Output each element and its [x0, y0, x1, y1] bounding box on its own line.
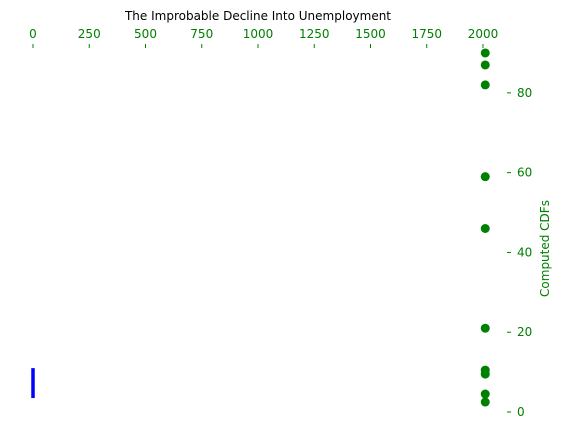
scatter-point	[480, 397, 490, 407]
y-tick-label: 0	[517, 405, 525, 419]
scatter-point	[480, 224, 490, 233]
y-tick-label: 60	[517, 166, 532, 180]
x-tick-label: 1500	[355, 27, 386, 41]
y-tick-label: 40	[517, 245, 532, 259]
scatter-point	[480, 80, 490, 90]
scatter-point	[480, 60, 490, 70]
x-tick-label: 250	[78, 27, 101, 41]
x-tick-label: 0	[29, 27, 37, 41]
x-tick-label: 1000	[243, 27, 274, 41]
scatter-point	[480, 323, 490, 333]
x-tick-label: 2000	[468, 27, 499, 41]
x-axis: 0 250 500 750 1000 1250 1500 1750 2000	[29, 27, 498, 48]
y-tick-label: 80	[517, 86, 532, 100]
chart-title: The Improbable Decline Into Unemployment	[124, 9, 391, 23]
x-tick-label: 1250	[299, 27, 330, 41]
x-tick-label: 500	[134, 27, 157, 41]
scatter-point	[480, 172, 490, 182]
scatter-point	[480, 369, 490, 379]
x-tick-label: 1750	[411, 27, 442, 41]
scatter-point	[480, 48, 490, 58]
series-layer	[31, 48, 490, 407]
y-axis-label: Computed CDFs	[538, 200, 552, 297]
x-tick-label: 750	[190, 27, 213, 41]
scatter-point	[480, 389, 490, 399]
y-tick-label: 20	[517, 325, 532, 339]
y-axis: 0 20 40 60 80	[507, 86, 532, 419]
